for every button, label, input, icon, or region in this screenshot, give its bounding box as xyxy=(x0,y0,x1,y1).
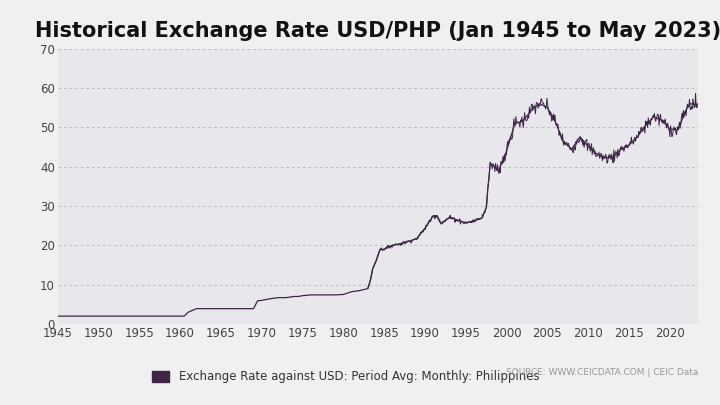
Title: Historical Exchange Rate USD/PHP (Jan 1945 to May 2023): Historical Exchange Rate USD/PHP (Jan 19… xyxy=(35,21,720,41)
Text: SOURCE: WWW.CEICDATA.COM | CEIC Data: SOURCE: WWW.CEICDATA.COM | CEIC Data xyxy=(506,368,698,377)
Legend: Exchange Rate against USD: Period Avg: Monthly: Philippines: Exchange Rate against USD: Period Avg: M… xyxy=(147,366,544,388)
